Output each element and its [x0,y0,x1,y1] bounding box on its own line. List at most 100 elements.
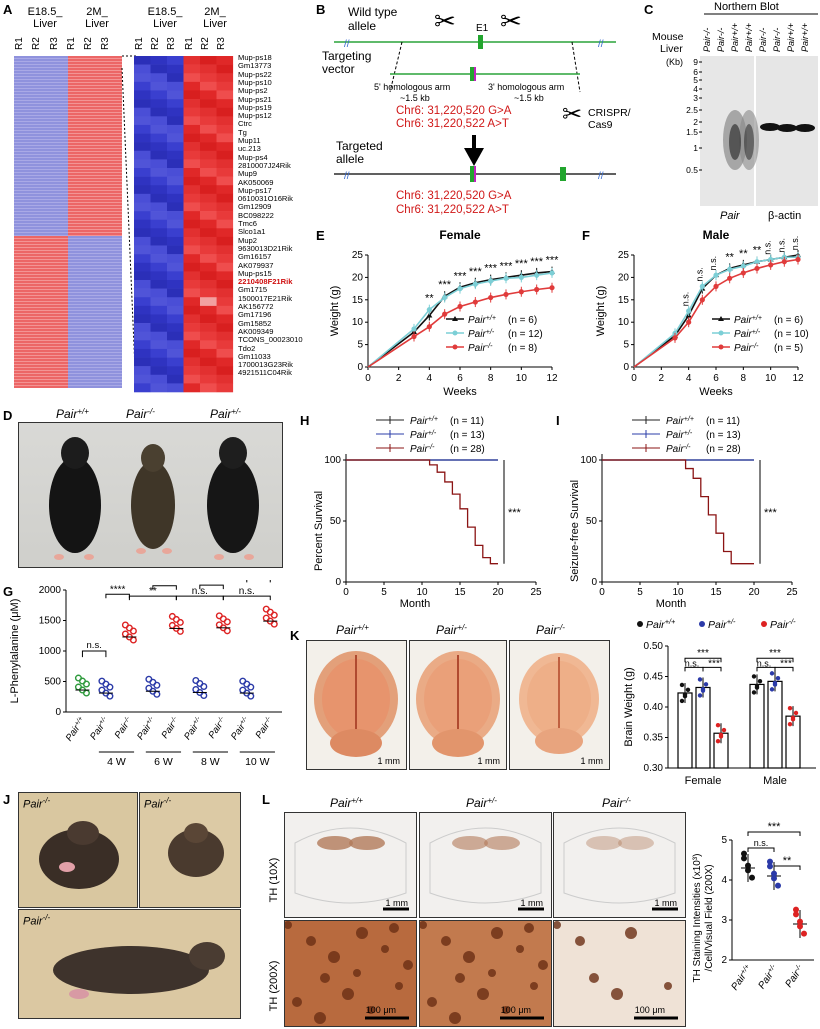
significance-mark: *** [484,263,498,275]
gene-label: uc.213 [238,144,261,154]
data-point [795,256,801,263]
data-point [793,906,799,913]
y-tick: 0 [357,362,363,373]
heatmap-cell [150,150,168,160]
heatmap-cell [183,331,201,341]
genotype-label: Pair+/+ [336,623,369,638]
heatmap-cell [134,262,151,272]
data-point [106,683,114,691]
y-tick: 0 [335,577,341,588]
wt-label-2: allele [348,19,376,33]
heatmap-cell [200,116,217,126]
heatmap-cell [167,90,184,100]
lane-label: Pair+/+ [730,23,740,52]
heatmap-cell [150,340,168,350]
heatmap-cell [183,107,201,117]
gene-label: Mup-ps18 [238,53,272,62]
y-axis-label: Brain Weight (g) [623,667,635,746]
heatmap-cell [150,254,168,264]
mouse-image [131,461,175,549]
seizure-label: Pair-/- [23,796,51,811]
y-tick: 2000 [39,585,62,596]
data-point [247,692,255,700]
heatmap-cell [183,202,201,212]
brain-photo-het: 1 mm [409,640,507,770]
heatmap-cell [183,323,201,332]
heatmap-cell [200,193,217,203]
gene-label: Gm16157 [238,252,272,262]
th-10x-image: 1 mm [553,812,686,918]
panel-label-j: J [3,792,11,807]
rep-label: R1 [134,37,145,50]
heatmap-cell [150,64,168,74]
seizure-label: Pair-/- [144,796,172,811]
heatmap-cell [200,219,217,229]
targeting-diagram: Wild type allele E1 ✂ ✂ Targeting vector… [322,5,631,216]
heatmap-cell [216,185,234,195]
data-point [153,681,161,689]
heatmap-cell [150,56,168,65]
th-10x-image: 1 mm [284,812,417,918]
data-point [793,710,799,716]
data-point [745,862,751,869]
targeted-label: Targeted [336,139,383,153]
heatmap-cell [216,228,234,238]
heatmap-cell [200,374,217,384]
data-point [270,620,278,628]
legend-n: (n = 13) [706,430,741,441]
heatmap-group1-label: E18.5_ Liver [18,6,72,30]
chart-male-weight: Male 0 5 10 15 20 25 0 2 4 6 8 10 12 Weeks Weight (g) n.… [595,228,809,398]
heatmap-cell [183,116,201,126]
y-tick: 0.35 [644,733,664,744]
mutation-1: Chr6: 31,220,520 G>A [396,105,512,117]
heatmap-cell [183,90,201,100]
x-tick: 25 [530,587,542,598]
chart-survival: 0 50 100 0 5 10 15 20 25 Month Percent Survival ***… [313,416,542,609]
heatmap-cell [167,219,184,229]
heatmap-cell [216,99,234,108]
blot-title: Northern Blot [714,1,779,13]
th-200x-image: 100 μm [553,920,686,1027]
rep-label: R1 [66,37,77,50]
heatmap-cell [200,271,217,281]
data-point [741,855,747,862]
gene-label: Gm13773 [238,61,272,71]
heatmap-cell [167,314,184,324]
genotype-label: Pair+/- [88,714,112,742]
heatmap-cell [200,357,217,367]
heatmap-cell [183,314,201,324]
legend-n: (n = 5) [774,343,803,354]
data-point [223,618,231,626]
y-tick: 25 [618,250,630,261]
gene-label: Mup2 [238,235,257,245]
heatmap-cell [167,280,184,289]
significance-mark: n.s. [757,658,772,668]
heatmap-cell [216,305,234,315]
y-tick: 0.50 [644,641,664,652]
arm3-label: 3' homologous arm [488,82,564,92]
heatmap-cell [200,340,217,350]
data-point [740,270,746,276]
series-line [367,286,553,368]
probe-actin: β-actin [768,210,801,222]
heatmap-cell [134,374,151,384]
rep-label: R3 [166,37,177,50]
significance-mark: *** [546,255,560,267]
y-tick: 0.30 [644,763,664,774]
genotype-label: Pair-/- [666,444,691,456]
genotype-label: Pair-/- [770,617,796,632]
data-point [790,715,796,720]
data-point [534,272,540,278]
heatmap-cell [183,73,201,83]
heatmap-cell [150,331,168,341]
data-point [457,286,463,292]
heatmap-cell [167,185,184,195]
y-tick: 3 [721,915,727,926]
significance-mark: **** [110,584,126,595]
x-tick: 5 [381,587,387,598]
seizure-label: Pair-/- [23,913,51,928]
x-tick: 10 [516,373,528,384]
wt-label: Wild type [348,5,398,19]
significance-mark: *** [769,648,781,659]
genotype-label: Pair-/- [159,714,182,740]
